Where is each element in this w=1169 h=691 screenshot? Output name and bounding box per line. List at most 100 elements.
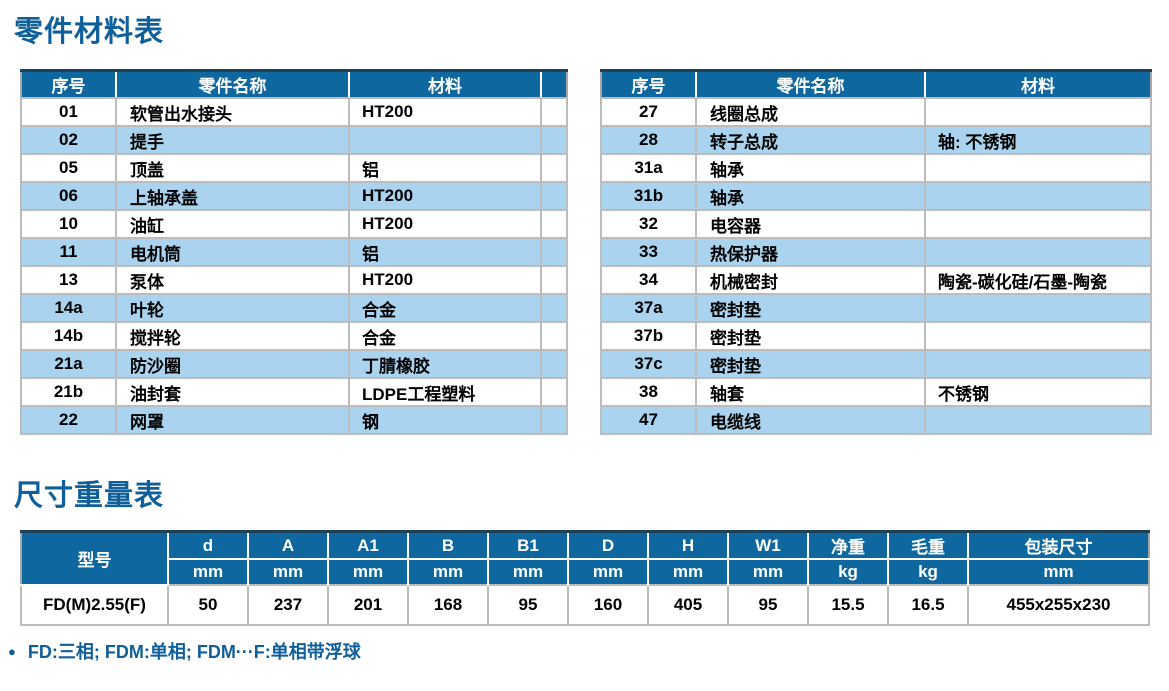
table-row: 21b 油封套 LDPE工程塑料 (20, 377, 568, 407)
cell-spacer (540, 321, 568, 351)
column-unit: mm (167, 559, 248, 585)
cell-material: HT200 (348, 181, 542, 211)
column-header: W1 (727, 530, 808, 560)
cell-material: 铝 (348, 237, 542, 267)
table-row: 37b 密封垫 (600, 321, 1152, 351)
table-row: 06 上轴承盖 HT200 (20, 181, 568, 211)
table-row: 31a 轴承 (600, 153, 1152, 183)
parts-table-title: 零件材料表 (14, 16, 165, 48)
cell-material (924, 293, 1152, 323)
cell-no: 10 (20, 209, 117, 239)
table-row: 21a 防沙圈 丁腈橡胶 (20, 349, 568, 379)
cell-no: 01 (20, 97, 117, 127)
cell-no: 11 (20, 237, 117, 267)
column-header: A1 (327, 530, 408, 560)
cell-spacer (540, 97, 568, 127)
cell-no: 13 (20, 265, 117, 295)
table-row: 34 机械密封 陶瓷-碳化硅/石墨-陶瓷 (600, 265, 1152, 295)
cell-material: 合金 (348, 321, 542, 351)
cell-material: 铝 (348, 153, 542, 183)
cell-spacer (540, 293, 568, 323)
cell-material (924, 405, 1152, 435)
table-row: 32 电容器 (600, 209, 1152, 239)
cell-name: 防沙圈 (115, 349, 350, 379)
cell-material: 轴: 不锈钢 (924, 125, 1152, 155)
cell-spacer (540, 209, 568, 239)
cell-no: 37a (600, 293, 697, 323)
cell-name: 热保护器 (695, 237, 926, 267)
cell-material: HT200 (348, 97, 542, 127)
cell-name: 密封垫 (695, 321, 926, 351)
column-unit: kg (887, 559, 968, 585)
cell-spacer (540, 349, 568, 379)
cell-no: 38 (600, 377, 697, 407)
cell-name: 轴套 (695, 377, 926, 407)
cell-no: 33 (600, 237, 697, 267)
cell-material: HT200 (348, 265, 542, 295)
cell-name: 提手 (115, 125, 350, 155)
cell-spacer (540, 377, 568, 407)
cell-name: 转子总成 (695, 125, 926, 155)
column-unit: mm (967, 559, 1149, 585)
cell-no: 05 (20, 153, 117, 183)
cell-material (924, 153, 1152, 183)
column-header: d (167, 530, 248, 560)
cell-spacer (540, 265, 568, 295)
cell-no: 14b (20, 321, 117, 351)
table-row: 14a 叶轮 合金 (20, 293, 568, 323)
bullet-icon: ● (8, 643, 16, 659)
cell-name: 电缆线 (695, 405, 926, 435)
cell-no: 37c (600, 349, 697, 379)
column-unit: kg (807, 559, 888, 585)
column-unit: mm (727, 559, 808, 585)
table-row: FD(M)2.55(F) 50 237 201 168 95 160 405 95 15.5 16… (20, 584, 1150, 626)
cell-name: 轴承 (695, 153, 926, 183)
column-unit: mm (647, 559, 728, 585)
cell-value: 405 (647, 584, 729, 626)
table-row: 14b 搅拌轮 合金 (20, 321, 568, 351)
table-row: 11 电机筒铝 (20, 237, 568, 267)
cell-material: 陶瓷-碳化硅/石墨-陶瓷 (924, 265, 1152, 295)
cell-no: 28 (600, 125, 697, 155)
cell-material: 不锈钢 (924, 377, 1152, 407)
cell-no: 21b (20, 377, 117, 407)
cell-material (348, 125, 542, 155)
cell-name: 电机筒 (115, 237, 350, 267)
cell-value: 16.5 (887, 584, 969, 626)
parts-tables: 序号 零件名称 材料 01 软管出水接头 HT200 02 提手 05 顶盖铝 06 上轴承盖 H… (20, 69, 1169, 435)
table-row: 13 泵体 HT200 (20, 265, 568, 295)
parts-table-right: 序号 零件名称 材料 27 线圈总成 28 转子总成 轴: 不锈钢 31a 轴承 31b 轴承 3… (600, 69, 1152, 435)
column-header: B (407, 530, 488, 560)
column-header-name: 零件名称 (695, 69, 925, 99)
cell-name: 软管出水接头 (115, 97, 350, 127)
column-header: A (247, 530, 328, 560)
cell-value: 237 (247, 584, 329, 626)
cell-no: 47 (600, 405, 697, 435)
cell-no: 22 (20, 405, 117, 435)
column-unit: mm (487, 559, 568, 585)
table-row: 33 热保护器 (600, 237, 1152, 267)
column-header: D (567, 530, 648, 560)
cell-material: 丁腈橡胶 (348, 349, 542, 379)
table-row: 10 油缸 HT200 (20, 209, 568, 239)
dims-table: 型号 d A A1 B B1 D H W1 净重 毛重 包装尺寸 mm mm mm mm mm mm mm mm k… (20, 530, 1150, 626)
table-row: 28 转子总成 轴: 不锈钢 (600, 125, 1152, 155)
cell-name: 叶轮 (115, 293, 350, 323)
table-row: 37a 密封垫 (600, 293, 1152, 323)
column-header: 包装尺寸 (967, 530, 1149, 560)
cell-value: 160 (567, 584, 649, 626)
cell-name: 油封套 (115, 377, 350, 407)
table-row: 01 软管出水接头 HT200 (20, 97, 568, 127)
footnote-text: FD:三相; FDM:单相; FDM···F:单相带浮球 (27, 642, 361, 662)
cell-name: 搅拌轮 (115, 321, 350, 351)
cell-no: 31a (600, 153, 697, 183)
cell-material: HT200 (348, 209, 542, 239)
cell-material (924, 237, 1152, 267)
column-header: B1 (487, 530, 568, 560)
column-unit: mm (407, 559, 488, 585)
cell-material (924, 321, 1152, 351)
cell-material (924, 209, 1152, 239)
column-unit: mm (327, 559, 408, 585)
cell-value: 201 (327, 584, 409, 626)
cell-no: 06 (20, 181, 117, 211)
